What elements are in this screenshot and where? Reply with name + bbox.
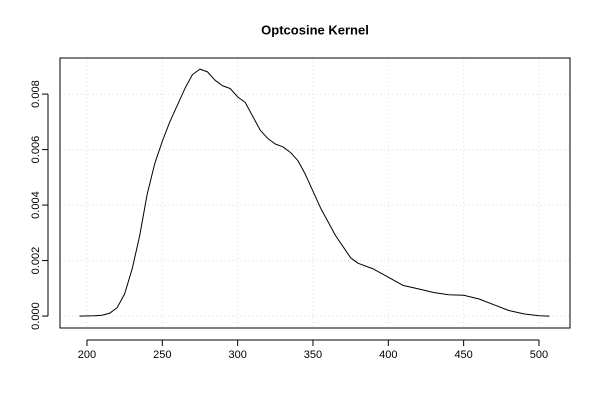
x-tick-label: 450 xyxy=(454,349,472,361)
y-tick-label: 0.006 xyxy=(30,136,42,164)
density-line xyxy=(79,68,550,317)
y-tick-label: 0.008 xyxy=(30,80,42,108)
y-tick-label: 0.000 xyxy=(30,302,42,330)
x-tick-label: 350 xyxy=(304,349,322,361)
y-tick-label: 0.004 xyxy=(30,191,42,219)
x-tick-label: 200 xyxy=(78,349,96,361)
x-tick-label: 300 xyxy=(228,349,246,361)
plot-frame xyxy=(59,57,571,329)
x-tick-label: 400 xyxy=(379,349,397,361)
chart-title: Optcosine Kernel xyxy=(261,22,369,37)
y-tick-label: 0.002 xyxy=(30,247,42,275)
x-tick-label: 250 xyxy=(153,349,171,361)
x-tick-label: 500 xyxy=(530,349,548,361)
